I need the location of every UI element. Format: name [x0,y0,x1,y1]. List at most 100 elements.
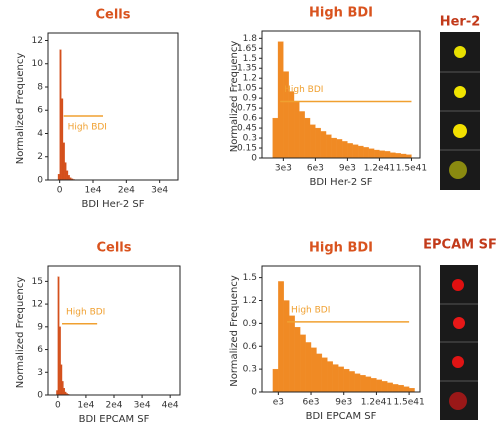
x-tick-label: 1e4 [85,186,102,196]
y-tick-label: 0.3 [243,134,257,144]
cell [454,86,466,98]
chart-title: Cells [96,241,131,256]
bar [67,175,70,181]
x-tick-label: 2e4 [106,401,123,411]
x-tick-label: 6e3 [303,398,320,408]
bar [387,382,393,393]
x-tick-label: 9e3 [335,398,352,408]
bar [293,101,300,159]
bar [320,131,327,159]
bar [57,276,60,396]
y-tick-label: 0 [37,391,43,401]
y-tick-label: 1.65 [237,44,257,54]
bar [357,145,364,159]
y-tick-label: 15 [32,277,43,287]
bar [309,124,316,159]
bar [60,364,63,396]
y-tick-label: 0 [37,176,43,186]
y-axis-label: Normalized Frequency [15,277,26,389]
x-axis-label: BDI EPCAM SF [306,411,377,422]
bar [349,371,355,393]
bar [272,368,279,393]
bar [304,117,311,159]
y-tick-label: 0.9 [243,94,258,104]
y-tick-label: 0 [251,154,257,164]
plot-frame [261,265,421,393]
bar [66,170,69,181]
bar [370,378,377,393]
y-tick-label: 1.2 [243,74,257,84]
bar [325,134,332,159]
bar [327,361,333,393]
cell [454,46,466,58]
bar [57,174,60,181]
chart-title: Cells [95,8,130,23]
x-axis-label: BDI Her-2 SF [309,177,372,188]
x-tick-label: 3e3 [275,164,292,174]
gate-label: High BDI [291,305,330,315]
bar [278,281,284,393]
bar [341,141,348,159]
bar [365,376,372,393]
bar [63,388,66,396]
y-tick-label: 1.5 [243,54,257,64]
bar [61,381,64,396]
y-tick-label: 0 [251,388,257,398]
y-tick-label: 6 [37,106,43,116]
bar [400,153,407,159]
bar [64,162,67,181]
bar [332,364,339,393]
gate-label: High BDI [66,307,105,317]
y-tick-label: 0.6 [243,342,258,352]
x-axis-label: BDI Her-2 SF [81,199,144,210]
bar [392,384,399,393]
bar [321,357,328,393]
bar [283,300,290,393]
histogram-panel: High BDI 00.150.30.450.60.750.91.051.21.3… [229,6,427,189]
y-tick-label: 0.75 [237,104,257,114]
bar [336,139,343,159]
bar [408,388,415,393]
x-tick-label: 1.2e41 [361,398,392,408]
bar [389,152,396,159]
cell [449,161,467,179]
chart-title: High BDI [309,6,373,21]
plot-frame [47,265,181,396]
panel-title: EPCAM SF [423,238,497,253]
y-tick-label: 1.2 [243,296,257,306]
x-tick-label: 4e4 [162,401,179,411]
cell [452,279,464,291]
bar [384,151,391,159]
y-tick-label: 0.45 [237,124,257,134]
bar [352,144,359,159]
bar [315,127,321,159]
y-tick-label: 3 [37,368,43,378]
y-tick-label: 10 [32,59,44,69]
y-tick-label: 12 [32,300,43,310]
bar [338,366,344,393]
chart-title: High BDI [309,241,373,256]
y-tick-label: 2 [37,152,43,162]
gate-label: High BDI [284,85,323,95]
x-tick-label: 1.5e41 [396,164,427,174]
x-tick-label: 9e3 [339,164,356,174]
bar [403,386,410,393]
x-tick-label: e3 [273,398,284,408]
bar [331,137,337,159]
y-axis-label: Normalized Frequency [229,275,240,387]
y-tick-label: 0.3 [243,365,257,375]
bar [395,153,401,159]
bar [289,315,295,393]
plot-frame [261,30,421,159]
bar [299,111,305,159]
image-panel-her2: Her-2 [440,15,480,190]
bar [343,368,350,393]
x-tick-label: 1e4 [77,401,94,411]
x-tick-label: 3e4 [151,186,168,196]
bar [59,49,62,181]
bar [381,381,388,393]
bar [310,347,317,393]
y-axis-label: Normalized Frequency [229,41,240,153]
bar [56,390,58,396]
y-tick-label: 9 [37,322,43,332]
